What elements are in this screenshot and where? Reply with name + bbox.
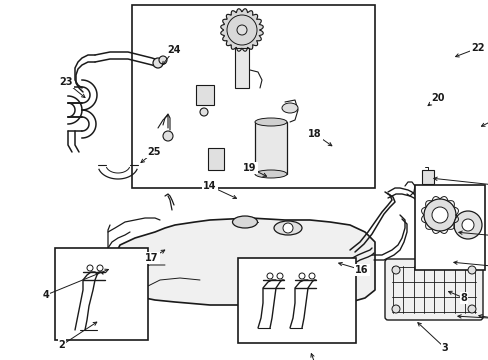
Ellipse shape [273,221,302,235]
Bar [235,48,248,88]
Text: 3: 3 [441,343,447,353]
Ellipse shape [232,216,257,228]
Circle shape [298,273,305,279]
Bar [196,85,214,105]
Circle shape [453,211,481,239]
Ellipse shape [254,118,286,126]
Circle shape [163,131,173,141]
Text: 20: 20 [430,93,444,103]
Bar [414,185,484,270]
Polygon shape [220,9,263,51]
Text: 16: 16 [354,265,368,275]
Text: 22: 22 [470,43,484,53]
Bar [55,248,148,340]
Circle shape [467,305,475,313]
Text: 23: 23 [59,77,73,87]
Circle shape [87,265,93,271]
Text: 24: 24 [167,45,181,55]
Text: 19: 19 [243,163,256,173]
Circle shape [461,219,473,231]
Text: 4: 4 [42,290,49,300]
Ellipse shape [254,170,286,178]
Text: 14: 14 [203,181,216,191]
Text: 25: 25 [147,147,161,157]
Circle shape [308,273,314,279]
Text: 2: 2 [59,340,65,350]
Text: 8: 8 [460,293,467,303]
Circle shape [159,56,167,64]
Text: 18: 18 [307,129,321,139]
Polygon shape [115,218,374,308]
Circle shape [423,199,455,231]
FancyBboxPatch shape [384,259,482,320]
Circle shape [266,273,272,279]
Bar [254,122,286,174]
Bar [238,258,355,343]
Ellipse shape [282,103,297,113]
Circle shape [237,25,246,35]
Text: 17: 17 [145,253,159,263]
Bar [132,5,374,188]
Circle shape [276,273,283,279]
Circle shape [467,266,475,274]
Circle shape [153,58,163,68]
Circle shape [283,223,292,233]
Bar [207,148,224,170]
Circle shape [391,305,399,313]
Circle shape [391,266,399,274]
Circle shape [97,265,103,271]
Circle shape [431,207,447,223]
Circle shape [200,108,207,116]
Bar [421,170,433,184]
